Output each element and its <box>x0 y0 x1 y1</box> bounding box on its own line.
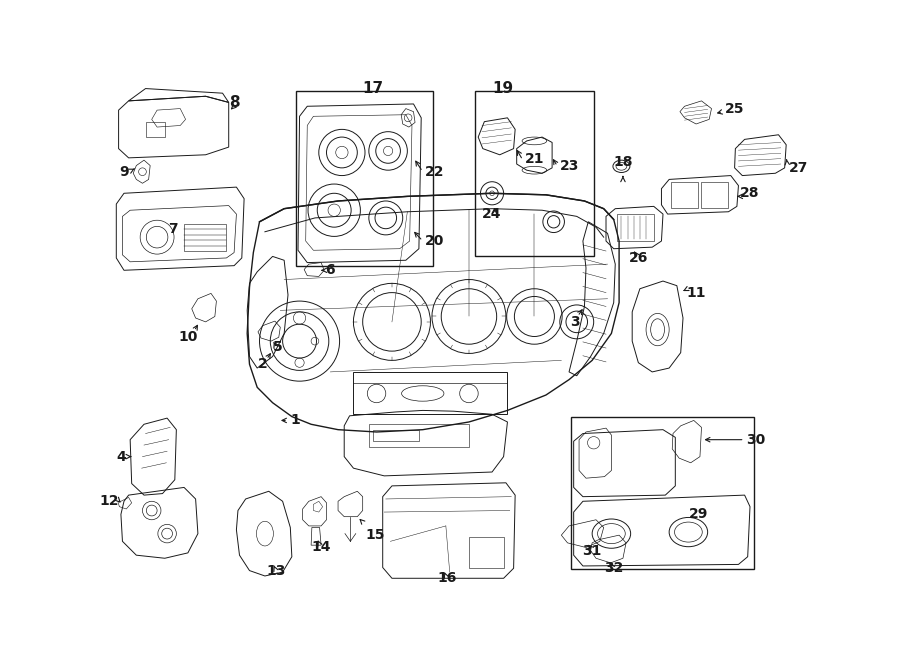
Text: 7: 7 <box>167 223 177 237</box>
Text: 25: 25 <box>724 102 744 116</box>
Bar <box>354 372 508 414</box>
Bar <box>701 182 728 208</box>
Bar <box>469 537 504 568</box>
Text: 22: 22 <box>425 165 445 178</box>
Text: 9: 9 <box>119 165 129 178</box>
Text: 24: 24 <box>482 207 502 221</box>
Text: 13: 13 <box>266 564 286 578</box>
Bar <box>571 416 754 569</box>
Text: 19: 19 <box>492 81 513 96</box>
Text: 12: 12 <box>99 494 119 508</box>
Text: 8: 8 <box>229 95 239 110</box>
Text: 27: 27 <box>788 161 808 175</box>
Text: 20: 20 <box>425 234 445 248</box>
Text: 29: 29 <box>688 508 708 522</box>
Text: 18: 18 <box>613 155 633 169</box>
Text: 1: 1 <box>291 413 300 428</box>
Bar <box>373 430 418 442</box>
Text: 3: 3 <box>571 315 580 329</box>
Text: 21: 21 <box>525 151 544 166</box>
Bar <box>670 182 698 208</box>
Text: 16: 16 <box>437 571 457 585</box>
Text: 2: 2 <box>257 357 267 371</box>
Text: 10: 10 <box>178 330 198 344</box>
Text: 31: 31 <box>582 543 602 558</box>
Text: 23: 23 <box>560 159 580 173</box>
Text: 32: 32 <box>604 561 624 575</box>
Text: 14: 14 <box>311 541 331 555</box>
Bar <box>184 224 227 251</box>
Text: 6: 6 <box>325 263 335 277</box>
Text: 5: 5 <box>273 340 283 354</box>
Text: 15: 15 <box>365 528 384 542</box>
Bar <box>616 214 653 241</box>
Bar <box>369 424 469 447</box>
Bar <box>475 91 595 256</box>
Text: 26: 26 <box>629 251 648 265</box>
Text: 4: 4 <box>117 449 126 463</box>
Bar <box>146 122 165 137</box>
Text: 30: 30 <box>746 433 765 447</box>
Bar <box>296 91 433 266</box>
Text: 11: 11 <box>686 286 706 300</box>
Text: 17: 17 <box>362 81 383 96</box>
Text: 28: 28 <box>740 186 760 200</box>
